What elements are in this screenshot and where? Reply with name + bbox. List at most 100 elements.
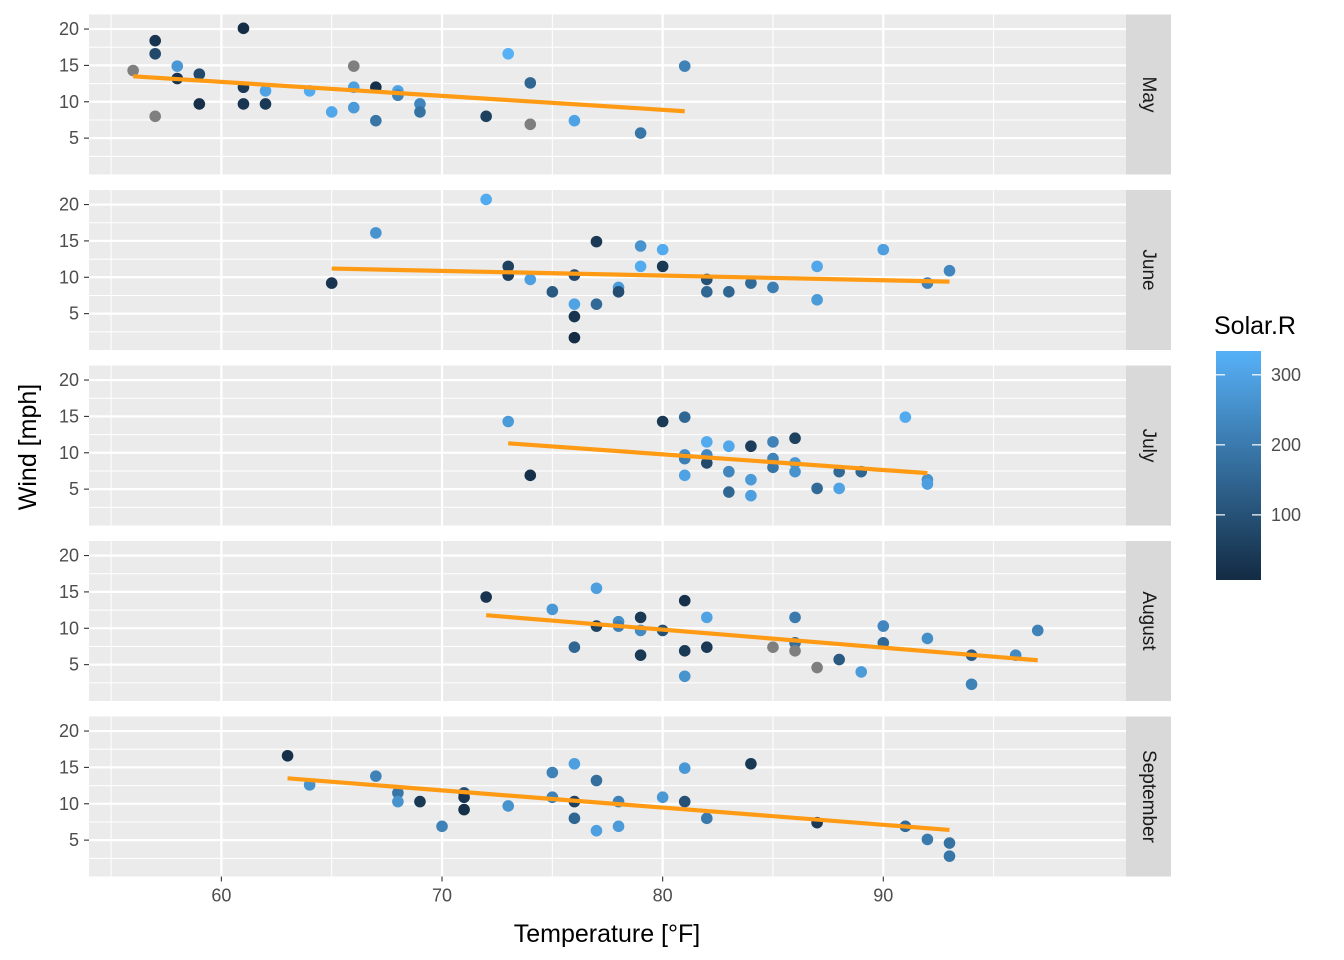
y-tick-label: 5 [69, 830, 79, 850]
data-point [392, 787, 404, 799]
x-axis: 60 70 80 90 [211, 876, 893, 906]
data-point [171, 60, 184, 72]
data-point [767, 281, 779, 294]
data-point [634, 649, 647, 661]
y-tick-label: 20 [59, 195, 79, 215]
data-point [700, 436, 713, 448]
data-point [789, 645, 801, 657]
data-point [767, 436, 779, 448]
data-point [723, 465, 735, 478]
data-point [634, 611, 647, 624]
data-point [943, 264, 956, 277]
data-point [590, 235, 603, 248]
data-point [877, 243, 890, 256]
data-point [943, 850, 956, 862]
y-tick-label: 20 [59, 546, 79, 566]
facet-panel-june: 5 10 15 20 June [59, 190, 1171, 350]
data-point [568, 298, 581, 310]
y-tick-label: 15 [59, 757, 79, 777]
data-point [745, 489, 757, 502]
legend-tick-label: 200 [1271, 435, 1301, 455]
data-point [811, 482, 823, 495]
data-point [745, 757, 757, 770]
data-point [568, 114, 581, 127]
data-point [723, 486, 735, 498]
data-point [127, 64, 139, 77]
legend-ticks: 100 200 300 [1216, 365, 1301, 525]
data-point [833, 482, 845, 495]
data-point [502, 260, 515, 273]
panel-background [89, 14, 1126, 175]
data-point [436, 820, 448, 833]
data-point [524, 273, 537, 286]
legend-tick-label: 100 [1271, 505, 1301, 525]
facet-panels: 5 10 15 20 May 5 10 15 20 June 5 10 15 20 July 5 10 15 20 A… [59, 14, 1171, 877]
data-point [347, 60, 360, 72]
x-tick-label: 90 [873, 886, 893, 906]
y-tick-label: 15 [59, 231, 79, 251]
data-point [943, 837, 956, 849]
x-axis-title: Temperature [°F] [514, 920, 700, 948]
data-point [193, 98, 206, 110]
data-point [612, 286, 625, 298]
facet-panel-august: 5 10 15 20 August [59, 541, 1171, 701]
data-point [568, 331, 581, 344]
data-point [259, 98, 272, 110]
trend-line [485, 613, 1038, 663]
data-point [370, 114, 382, 127]
data-point [678, 469, 691, 482]
y-tick-label: 15 [59, 406, 79, 426]
data-point [524, 469, 537, 482]
data-point [524, 118, 537, 131]
data-point [237, 22, 250, 35]
data-point [833, 653, 845, 666]
data-point [325, 106, 338, 118]
data-point [568, 641, 581, 653]
trend-line [508, 441, 928, 476]
y-tick-label: 15 [59, 582, 79, 602]
data-point [700, 641, 713, 653]
y-tick-label: 20 [59, 19, 79, 39]
y-tick-label: 5 [69, 479, 79, 499]
data-point [370, 770, 382, 782]
data-point [678, 60, 691, 72]
data-point [612, 820, 625, 833]
data-point [767, 641, 779, 653]
data-point [546, 603, 559, 616]
data-point [921, 632, 934, 645]
facet-panel-may: 5 10 15 20 May [59, 14, 1171, 175]
data-point [921, 833, 934, 846]
data-point [480, 591, 492, 603]
data-point [656, 243, 669, 256]
trend-line [331, 266, 950, 284]
y-tick-label: 15 [59, 55, 79, 75]
legend-title: Solar.R [1214, 312, 1296, 340]
facet-strip-label: September [1138, 750, 1159, 844]
data-point [502, 800, 515, 812]
data-point [700, 812, 713, 825]
y-tick-label: 10 [59, 618, 79, 638]
y-tick-label: 5 [69, 128, 79, 148]
data-point [590, 582, 603, 595]
data-point [546, 766, 559, 779]
panel-background [89, 365, 1126, 526]
facet-strip [1126, 541, 1171, 701]
data-point [568, 812, 581, 825]
data-point [193, 68, 206, 80]
data-point [965, 678, 978, 691]
data-point [811, 260, 823, 273]
data-point [634, 127, 647, 139]
data-point [678, 670, 691, 683]
y-tick-label: 5 [69, 304, 79, 324]
facet-strip-label: June [1138, 249, 1159, 290]
data-point [678, 411, 691, 423]
x-tick-label: 70 [432, 886, 452, 906]
data-point [678, 762, 691, 774]
data-point [789, 611, 801, 624]
y-axis-title: Wind [mph] [14, 384, 42, 510]
data-point [347, 101, 360, 114]
panel-background [89, 190, 1126, 350]
data-point [678, 645, 691, 657]
y-tick-label: 20 [59, 721, 79, 741]
